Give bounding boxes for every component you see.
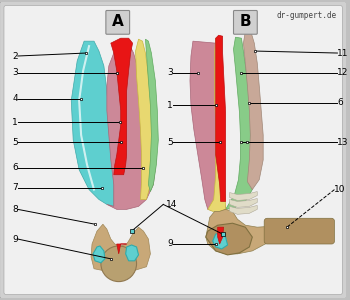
Polygon shape bbox=[230, 199, 257, 207]
Polygon shape bbox=[117, 244, 127, 254]
Text: 6: 6 bbox=[337, 98, 343, 107]
Text: 1: 1 bbox=[12, 118, 18, 127]
Text: 6: 6 bbox=[12, 163, 18, 172]
Polygon shape bbox=[243, 31, 263, 190]
Polygon shape bbox=[190, 41, 226, 211]
Text: 5: 5 bbox=[12, 138, 18, 147]
Polygon shape bbox=[107, 43, 156, 209]
Polygon shape bbox=[135, 39, 153, 200]
Text: 4: 4 bbox=[12, 94, 18, 103]
Polygon shape bbox=[93, 246, 105, 263]
Polygon shape bbox=[71, 41, 114, 206]
Polygon shape bbox=[230, 206, 257, 214]
Text: 3: 3 bbox=[167, 68, 173, 77]
Text: 1: 1 bbox=[167, 101, 173, 110]
Text: 14: 14 bbox=[166, 200, 177, 209]
Polygon shape bbox=[213, 233, 228, 249]
Text: 9: 9 bbox=[167, 239, 173, 248]
FancyBboxPatch shape bbox=[106, 11, 130, 34]
Text: 5: 5 bbox=[167, 138, 173, 147]
Polygon shape bbox=[230, 192, 257, 200]
Polygon shape bbox=[216, 35, 226, 202]
Polygon shape bbox=[111, 38, 133, 175]
Text: 13: 13 bbox=[337, 138, 349, 147]
Text: 3: 3 bbox=[12, 68, 18, 77]
Text: 2: 2 bbox=[12, 52, 18, 61]
Text: 10: 10 bbox=[335, 185, 346, 194]
Text: A: A bbox=[112, 14, 124, 29]
Text: dr-gumpert.de: dr-gumpert.de bbox=[276, 11, 336, 20]
Polygon shape bbox=[208, 38, 226, 211]
Polygon shape bbox=[218, 227, 224, 244]
Polygon shape bbox=[206, 223, 252, 255]
Polygon shape bbox=[91, 224, 150, 272]
Polygon shape bbox=[226, 37, 255, 209]
Polygon shape bbox=[206, 209, 331, 254]
Polygon shape bbox=[126, 245, 139, 261]
Text: 8: 8 bbox=[12, 205, 18, 214]
Text: B: B bbox=[239, 14, 251, 29]
FancyBboxPatch shape bbox=[264, 218, 335, 244]
FancyBboxPatch shape bbox=[233, 11, 257, 34]
Text: 9: 9 bbox=[12, 235, 18, 244]
Text: 11: 11 bbox=[337, 49, 349, 58]
Text: 7: 7 bbox=[12, 183, 18, 192]
Polygon shape bbox=[146, 39, 158, 192]
Circle shape bbox=[101, 246, 136, 282]
FancyBboxPatch shape bbox=[4, 5, 342, 295]
Text: 12: 12 bbox=[337, 68, 349, 77]
